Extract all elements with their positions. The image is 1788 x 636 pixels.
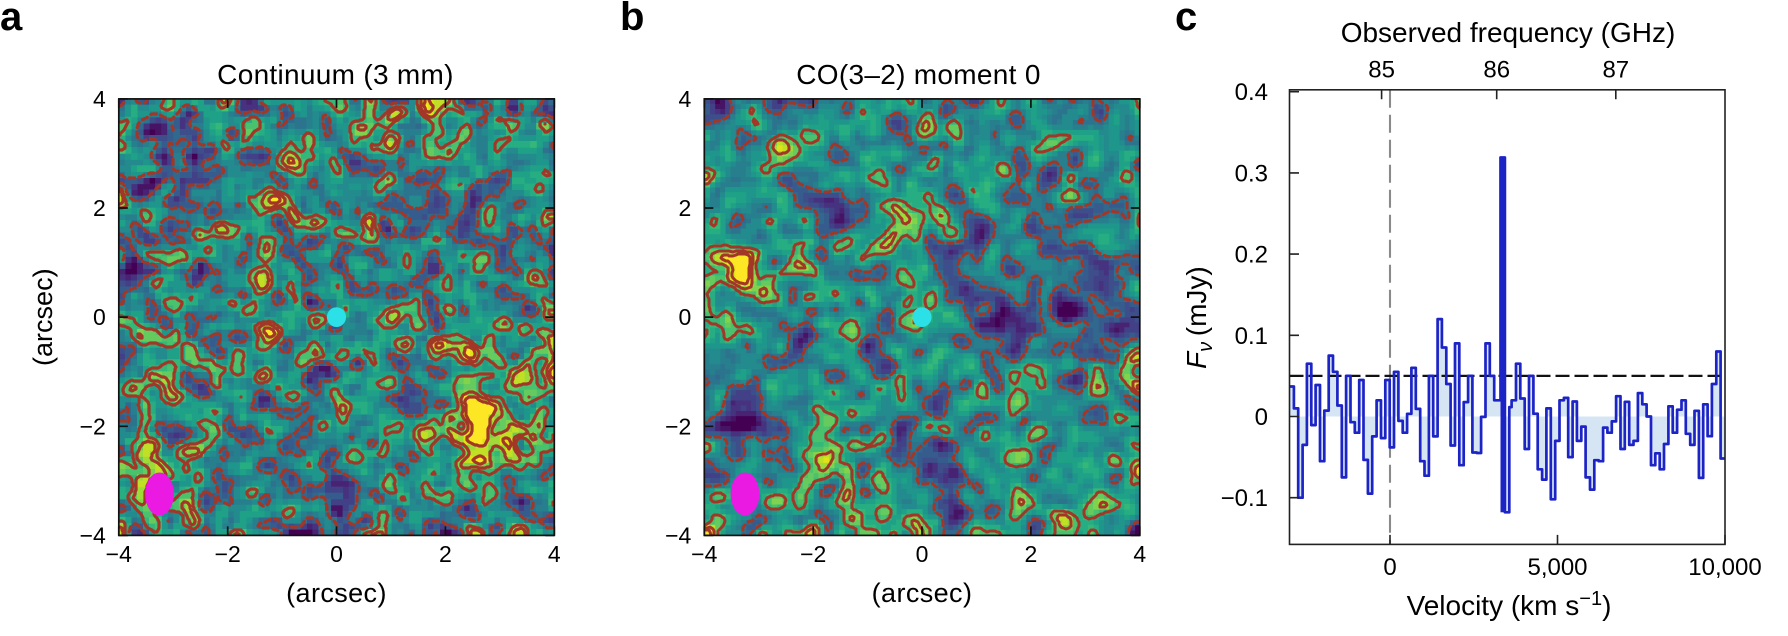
svg-text:4: 4 (548, 541, 561, 567)
svg-text:2: 2 (93, 195, 106, 221)
svg-text:Fν (mJy): Fν (mJy) (1181, 266, 1217, 369)
svg-text:−2: −2 (665, 413, 691, 439)
svg-text:CO(3–2) moment 0: CO(3–2) moment 0 (796, 59, 1040, 90)
svg-text:(arcsec): (arcsec) (286, 578, 387, 608)
svg-text:c: c (1175, 0, 1197, 39)
svg-text:−2: −2 (800, 541, 826, 567)
svg-text:0.2: 0.2 (1235, 242, 1268, 269)
svg-text:−4: −4 (665, 522, 691, 548)
svg-text:0: 0 (1255, 404, 1268, 431)
svg-text:0: 0 (93, 304, 106, 330)
svg-text:2: 2 (679, 195, 692, 221)
svg-text:0: 0 (1383, 554, 1396, 581)
svg-text:−2: −2 (80, 413, 106, 439)
svg-text:−2: −2 (215, 541, 241, 567)
svg-text:85: 85 (1368, 57, 1395, 84)
svg-text:87: 87 (1602, 57, 1629, 84)
svg-text:0: 0 (679, 304, 692, 330)
svg-text:0.4: 0.4 (1235, 79, 1268, 106)
svg-text:0: 0 (330, 541, 343, 567)
svg-text:4: 4 (679, 86, 692, 112)
svg-text:Velocity (km s−1): Velocity (km s−1) (1407, 588, 1612, 621)
svg-text:−4: −4 (691, 541, 717, 567)
svg-text:0: 0 (916, 541, 929, 567)
svg-text:4: 4 (93, 86, 106, 112)
svg-text:10,000: 10,000 (1688, 554, 1761, 581)
svg-text:2: 2 (1025, 541, 1038, 567)
svg-text:Observed frequency (GHz): Observed frequency (GHz) (1341, 17, 1676, 48)
svg-text:2: 2 (439, 541, 452, 567)
svg-text:4: 4 (1133, 541, 1146, 567)
svg-text:Continuum (3 mm): Continuum (3 mm) (217, 59, 454, 90)
svg-text:5,000: 5,000 (1527, 554, 1587, 581)
svg-text:−4: −4 (106, 541, 132, 567)
svg-text:(arcsec): (arcsec) (28, 268, 58, 366)
svg-text:−0.1: −0.1 (1221, 485, 1268, 512)
svg-text:b: b (620, 0, 644, 39)
svg-text:0.1: 0.1 (1235, 323, 1268, 350)
svg-text:a: a (0, 0, 23, 39)
svg-text:0.3: 0.3 (1235, 160, 1268, 187)
svg-text:−4: −4 (80, 522, 106, 548)
svg-text:(arcsec): (arcsec) (872, 578, 973, 608)
svg-text:86: 86 (1483, 57, 1510, 84)
